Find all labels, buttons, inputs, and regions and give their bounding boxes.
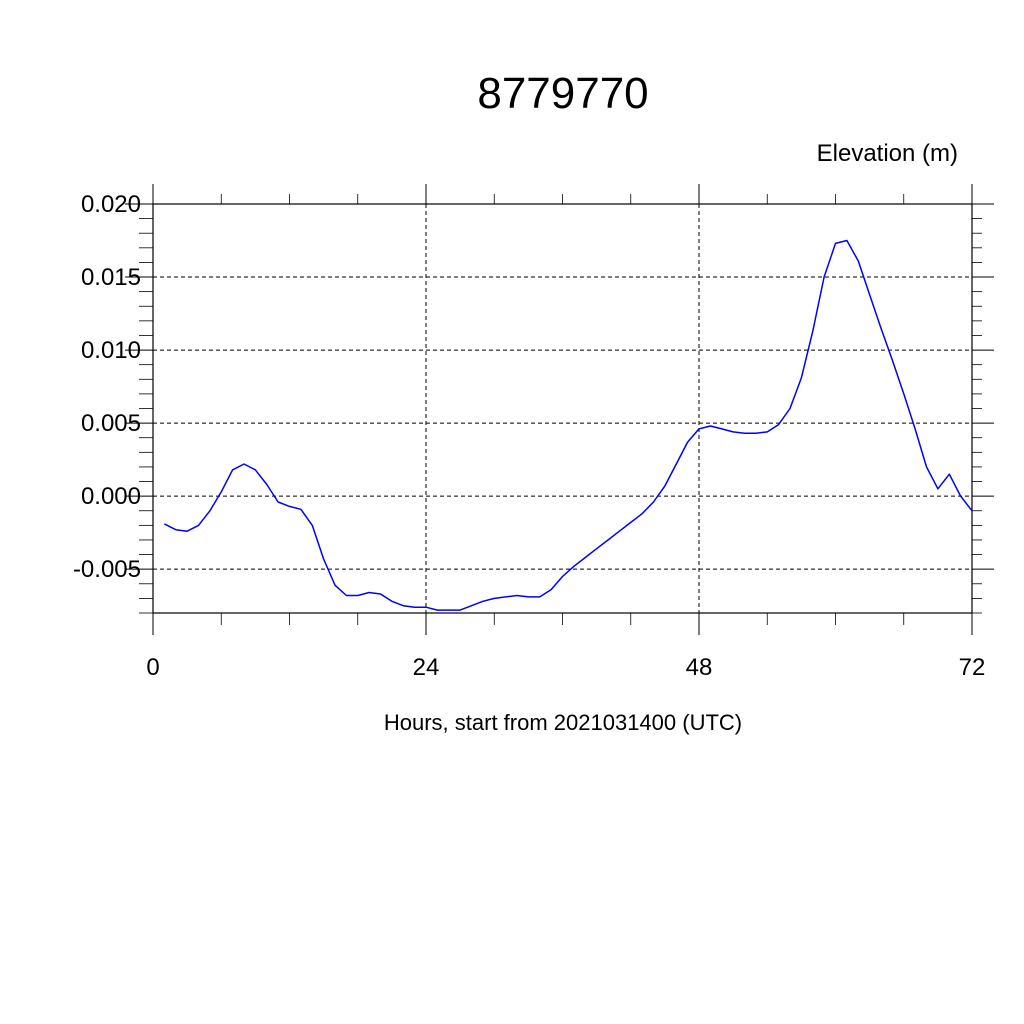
x-tick-label: 0 [146,654,159,681]
chart-title: 8779770 [477,69,648,118]
elevation-series-line [164,239,973,611]
y-tick-label: -0.005 [73,556,141,583]
x-tick-label: 24 [413,654,440,681]
y-tick-labels: -0.005 0.000 0.005 0.010 0.015 0.020 [73,191,141,583]
y-tick-label: 0.005 [81,410,141,437]
y-tick-label: 0.020 [81,191,141,218]
grid-lines [152,203,973,613]
y-axis-label: Elevation (m) [817,140,958,167]
y-tick-label: 0.010 [81,337,141,364]
y-tick-label: 0.015 [81,264,141,291]
x-tick-labels: 0 24 48 72 [146,654,985,681]
major-ticks [125,184,994,635]
plot-frame [152,203,973,614]
x-tick-label: 72 [959,654,986,681]
x-tick-label: 48 [686,654,713,681]
x-axis-title: Hours, start from 2021031400 (UTC) [384,710,742,735]
series-group [164,239,973,611]
minor-ticks [139,194,982,625]
y-tick-label: 0.000 [81,483,141,510]
